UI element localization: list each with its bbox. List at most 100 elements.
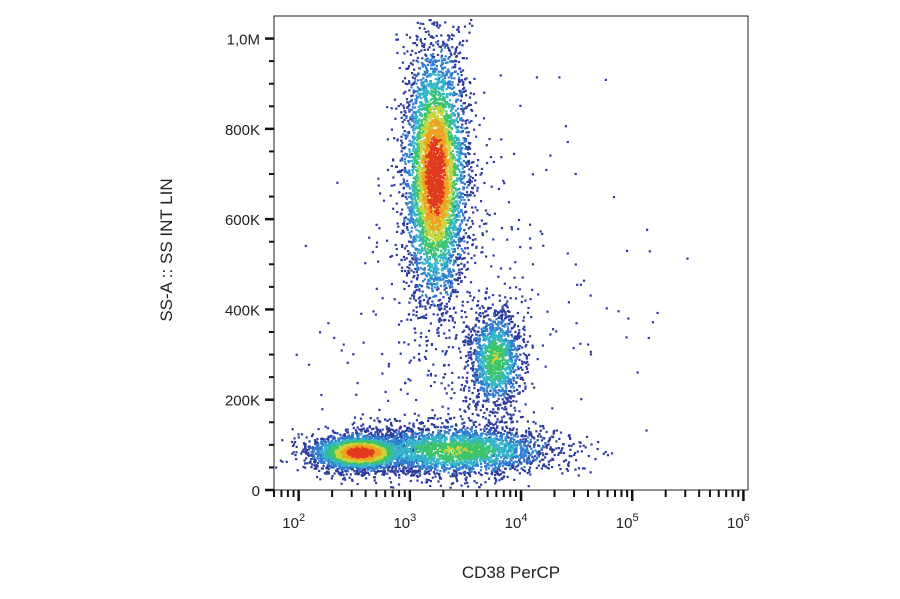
event-dot [576,283,579,286]
event-dot [519,447,522,450]
event-dot [404,451,407,455]
event-dot [462,400,465,403]
event-dot [481,232,484,235]
event-dot [503,282,506,285]
event-dot [494,470,498,473]
event-dot [452,65,455,69]
event-dot [505,383,508,386]
event-dot [404,269,407,273]
event-dot [503,463,506,466]
event-dot [464,247,467,250]
event-dot [438,473,441,476]
event-dot [328,445,331,448]
event-dot [401,169,404,172]
event-dot [464,482,467,485]
event-dot [506,413,509,416]
event-dot [475,406,478,409]
event-dot [483,334,486,337]
event-dot [489,156,492,159]
event-dot [479,200,483,203]
event-dot [507,380,511,383]
event-dot [443,74,446,77]
event-dot [539,425,542,428]
event-dot [429,372,432,375]
event-dot [408,210,411,213]
event-dot [488,214,491,217]
event-dot [474,261,477,265]
event-dot [429,374,433,377]
event-dot [472,401,475,404]
event-dot [504,462,507,465]
event-dot [473,338,476,341]
event-dot [375,426,378,429]
event-dot [447,57,450,60]
event-dot [348,476,351,479]
event-dot [475,368,478,371]
event-dot [458,76,461,79]
event-dot [524,403,527,406]
event-dot [459,119,462,122]
event-dot [424,307,427,311]
event-dot [510,445,513,448]
event-dot [524,387,527,390]
event-dot [468,328,471,331]
event-dot [443,425,446,429]
event-dot [432,64,435,67]
event-dot [443,318,446,321]
event-dot [492,401,495,404]
event-dot [493,442,496,445]
event-dot [460,247,463,250]
event-dot [423,271,426,274]
event-dot [386,434,389,437]
event-dot [479,337,482,340]
event-dot [392,432,395,435]
event-dot [448,307,451,310]
event-dot [408,361,411,364]
event-dot [418,437,421,440]
event-dot [449,467,452,470]
event-dot [444,387,447,390]
event-dot [397,445,400,448]
event-dot [463,107,466,110]
event-dot [461,57,464,60]
event-dot [451,472,454,475]
event-dot [360,467,363,470]
event-dot [403,166,406,169]
event-dot [405,245,408,248]
event-dot [462,176,465,179]
event-dot [407,213,410,216]
event-dot [512,465,515,468]
event-dot [407,436,410,439]
event-dot [504,385,507,388]
event-dot [451,250,455,253]
event-dot [575,322,578,325]
event-dot [460,117,463,120]
event-dot [376,428,380,431]
event-dot [301,450,304,453]
event-dot [408,139,411,142]
event-dot [443,308,446,311]
event-dot [437,287,440,290]
event-dot [474,420,477,423]
event-dot [458,212,461,215]
event-dot [420,88,423,91]
event-dot [320,467,323,470]
event-dot [475,374,479,377]
event-dot [467,333,470,336]
event-dot [439,477,443,480]
event-dot [458,347,461,350]
event-dot [368,432,371,435]
event-dot [461,123,464,126]
event-dot [435,281,439,284]
event-dot [542,427,545,430]
event-dot [481,404,484,407]
event-dot [419,284,422,287]
event-dot [450,60,453,63]
event-dot [499,267,503,270]
event-dot [400,139,403,142]
event-dot [459,237,462,240]
event-dot [510,341,513,344]
event-dot [456,234,459,237]
event-dot [390,486,393,489]
